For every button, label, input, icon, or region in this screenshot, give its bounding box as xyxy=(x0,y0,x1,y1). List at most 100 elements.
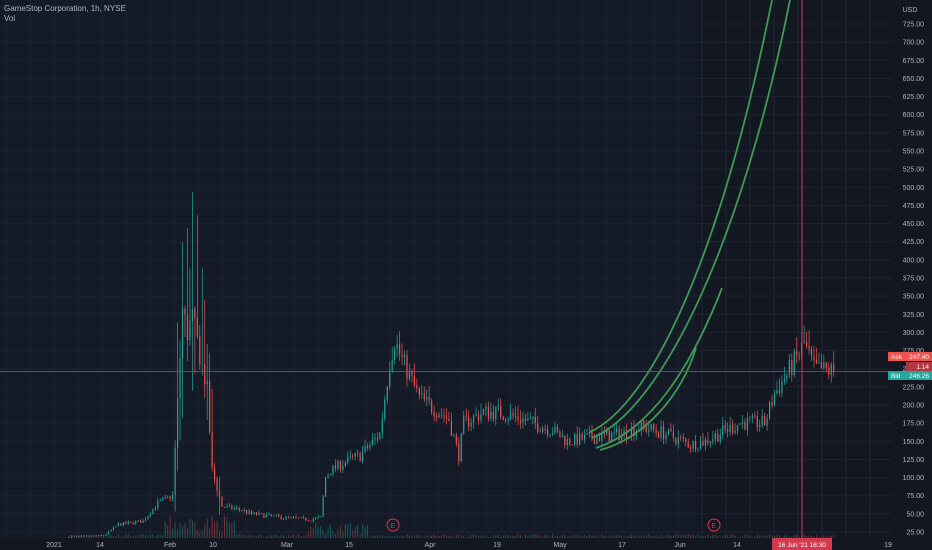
volume-bar xyxy=(648,534,650,538)
candle-body xyxy=(591,431,593,439)
time-tick-label: 19 xyxy=(493,542,501,549)
time-tick-label: 19 xyxy=(884,542,892,549)
candle-body xyxy=(411,371,413,376)
time-tick-label: 2021 xyxy=(46,542,62,549)
candle-body xyxy=(729,424,731,432)
volume-bar xyxy=(182,526,184,538)
bid-badge-label: Bid xyxy=(891,373,901,380)
candle-body xyxy=(463,415,465,434)
volume-bar xyxy=(700,535,702,538)
candle-body xyxy=(408,371,411,380)
volume-bar xyxy=(635,536,637,538)
volume-bar xyxy=(344,523,346,538)
volume-bar xyxy=(285,536,287,538)
volume-bar xyxy=(105,536,107,538)
volume-bar xyxy=(122,536,124,538)
candle-body xyxy=(189,320,191,341)
symbol-title[interactable]: GameStop Corporation, 1h, NYSE xyxy=(4,4,126,13)
candle-body xyxy=(712,438,714,442)
candle-body xyxy=(120,523,122,526)
volume-bar xyxy=(729,534,731,538)
volume-bar xyxy=(682,534,684,538)
candle-body xyxy=(524,418,526,421)
candle-body xyxy=(379,433,381,440)
candle-body xyxy=(142,520,144,523)
volume-bar xyxy=(603,535,605,538)
candle-body xyxy=(670,428,672,432)
spread-badge-value: 1.14 xyxy=(916,364,929,371)
candle-body xyxy=(603,432,605,434)
price-tick-label: 625.00 xyxy=(903,94,925,101)
candle-body xyxy=(630,427,633,439)
volume-bar xyxy=(396,534,398,538)
volume-bar xyxy=(690,534,692,538)
volume-bar xyxy=(495,534,497,538)
candle-body xyxy=(806,341,808,346)
volume-bar xyxy=(663,536,665,538)
candle-body xyxy=(815,359,818,364)
price-axis[interactable]: USD 25.00 50.00 75.00 100.00 125.00 150.00 175.… xyxy=(888,0,932,550)
volume-bar xyxy=(500,537,502,538)
volume-bar xyxy=(416,535,418,538)
volume-bar xyxy=(312,528,314,538)
volume-label[interactable]: Vol xyxy=(4,14,16,23)
volume-bar xyxy=(559,536,561,538)
volume-bar xyxy=(645,535,647,538)
volume-bar xyxy=(549,536,551,538)
volume-bar xyxy=(219,531,221,538)
volume-bar xyxy=(741,536,743,538)
volume-bar xyxy=(719,537,721,538)
volume-bar xyxy=(515,535,517,538)
volume-bar xyxy=(243,534,245,538)
candle-body xyxy=(149,514,152,517)
candle-body xyxy=(90,535,92,537)
volume-bar xyxy=(593,535,595,538)
volume-bar xyxy=(734,535,736,538)
volume-bar xyxy=(381,535,383,538)
volume-bar xyxy=(149,534,151,538)
candle-body xyxy=(808,345,810,349)
price-tick-label: 200.00 xyxy=(903,403,925,410)
candle-body xyxy=(95,535,97,537)
candle-body xyxy=(532,416,534,419)
volume-bar xyxy=(591,535,593,538)
candle-body xyxy=(100,535,102,536)
volume-bar xyxy=(628,535,630,538)
candle-body xyxy=(280,516,282,520)
candle-body xyxy=(288,516,290,518)
volume-bar xyxy=(658,536,660,538)
candle-body xyxy=(574,433,576,445)
candle-body xyxy=(593,438,596,444)
volume-bar xyxy=(482,536,484,538)
candle-body xyxy=(122,522,124,526)
trend-arcs xyxy=(589,0,791,451)
candle-body xyxy=(554,426,556,434)
candle-body xyxy=(268,514,270,515)
volume-bar xyxy=(468,536,470,538)
candle-body xyxy=(255,512,258,515)
volume-bar xyxy=(80,535,82,538)
candle-body xyxy=(433,412,435,417)
volume-bar xyxy=(154,536,156,538)
candle-body xyxy=(783,379,785,382)
candle-body xyxy=(623,429,625,434)
volume-bar xyxy=(236,534,238,538)
candle-body xyxy=(744,422,746,430)
candle-body xyxy=(184,308,186,315)
price-tick-label: 300.00 xyxy=(903,330,925,337)
volume-bar xyxy=(137,534,139,538)
price-tick-label: 400.00 xyxy=(903,257,925,264)
volume-bar xyxy=(426,536,428,538)
volume-bar xyxy=(270,535,272,538)
volume-bar xyxy=(423,537,425,538)
candle-body xyxy=(625,429,628,439)
volume-bar xyxy=(221,532,223,538)
volume-bar xyxy=(367,525,369,538)
candle-body xyxy=(216,479,218,491)
volume-bar xyxy=(702,536,704,538)
volume-bar xyxy=(776,534,778,538)
candle-body xyxy=(332,465,334,474)
time-axis[interactable]: 2021 14 Feb 10 Mar 15 Apr 19 May 17 Jun 14 19 16 Jun … xyxy=(0,538,932,550)
candle-body xyxy=(290,517,292,518)
